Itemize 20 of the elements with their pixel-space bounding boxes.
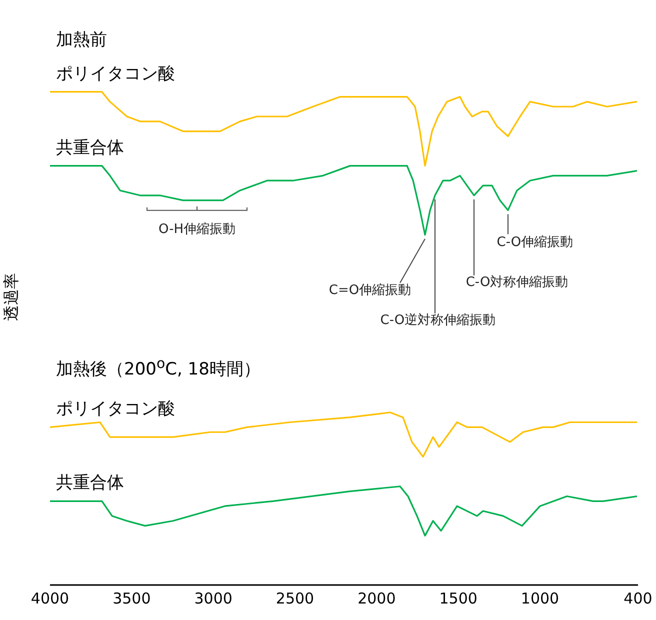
x-tick-label: 1500 bbox=[439, 590, 478, 608]
annotation: C-O対称伸縮振動 bbox=[466, 274, 568, 292]
y-axis-title: 透過率 bbox=[2, 272, 22, 320]
annotation: O-H伸縮振動 bbox=[158, 221, 236, 238]
series-label: 共重合体 bbox=[56, 472, 124, 494]
x-tick-label: 3000 bbox=[194, 590, 232, 608]
series-label: ポリイタコン酸 bbox=[56, 62, 175, 85]
annotation: 加熱後（200$^{o}$C, 18時間） bbox=[56, 356, 260, 381]
x-tick-label: 2000 bbox=[358, 590, 396, 608]
annotation: C-O伸縮振動 bbox=[496, 234, 574, 252]
series-label: 共重合体 bbox=[56, 136, 124, 159]
x-tick-label: 2500 bbox=[276, 590, 314, 608]
text: 加熱前 bbox=[56, 29, 107, 51]
annotation: C-O逆対称伸縮振動 bbox=[380, 312, 496, 330]
x-tick-label: 3500 bbox=[112, 590, 151, 608]
series-label: ポリイタコン酸 bbox=[56, 398, 175, 420]
x-tick-label: 4000 bbox=[30, 590, 70, 608]
x-tick-label: 1000 bbox=[520, 590, 560, 608]
annotation: C=O伸縮振動 bbox=[328, 282, 412, 299]
x-tick-label: 400 bbox=[624, 590, 652, 608]
